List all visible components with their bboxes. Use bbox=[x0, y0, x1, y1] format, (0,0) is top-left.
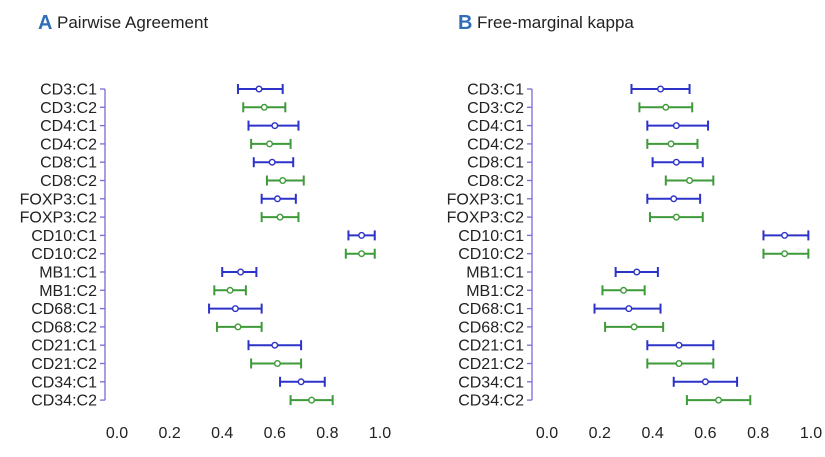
category-label: CD10:C2 bbox=[31, 246, 97, 263]
category-label: CD4:C2 bbox=[467, 136, 524, 153]
category-label: CD10:C1 bbox=[31, 228, 97, 245]
category-label: CD4:C1 bbox=[40, 118, 97, 135]
panel-a-title: Pairwise Agreement bbox=[57, 13, 208, 32]
point-estimate bbox=[276, 213, 284, 221]
x-tick-label: 0.6 bbox=[264, 425, 286, 442]
point-estimate bbox=[715, 396, 723, 404]
x-tick-label: 1.0 bbox=[369, 425, 391, 442]
point-estimate bbox=[672, 158, 680, 166]
category-label: CD4:C1 bbox=[467, 118, 524, 135]
point-estimate bbox=[670, 195, 678, 203]
category-label: CD68:C1 bbox=[458, 301, 524, 318]
x-tick-label: 0.4 bbox=[641, 425, 663, 442]
category-label: FOXP3:C2 bbox=[20, 210, 97, 227]
panel-b-title: Free-marginal kappa bbox=[477, 13, 634, 32]
category-label: CD34:C2 bbox=[31, 393, 97, 410]
point-estimate bbox=[701, 378, 709, 386]
x-tick-label: 0.0 bbox=[536, 425, 558, 442]
point-estimate bbox=[255, 85, 263, 93]
x-tick-label: 0.8 bbox=[747, 425, 769, 442]
point-estimate bbox=[279, 176, 287, 184]
point-estimate bbox=[234, 323, 242, 331]
category-label: CD3:C1 bbox=[467, 82, 524, 99]
point-estimate bbox=[630, 323, 638, 331]
point-estimate bbox=[260, 103, 268, 111]
x-tick-label: 0.6 bbox=[694, 425, 716, 442]
x-tick-label: 0.4 bbox=[211, 425, 233, 442]
category-label: CD21:C2 bbox=[458, 356, 524, 373]
category-label: CD3:C2 bbox=[467, 100, 524, 117]
category-label: FOXP3:C1 bbox=[20, 191, 97, 208]
category-label: CD3:C2 bbox=[40, 100, 97, 117]
point-estimate bbox=[625, 305, 633, 313]
point-estimate bbox=[675, 360, 683, 368]
panel-a-letter: A bbox=[38, 12, 52, 34]
category-label: CD21:C2 bbox=[31, 356, 97, 373]
category-label: CD8:C2 bbox=[467, 173, 524, 190]
point-estimate bbox=[667, 140, 675, 148]
category-label: CD10:C1 bbox=[458, 228, 524, 245]
point-estimate bbox=[308, 396, 316, 404]
x-tick-label: 0.0 bbox=[106, 425, 128, 442]
point-estimate bbox=[672, 122, 680, 130]
point-estimate bbox=[633, 268, 641, 276]
point-estimate bbox=[675, 341, 683, 349]
point-estimate bbox=[672, 213, 680, 221]
category-label: CD68:C2 bbox=[31, 319, 97, 336]
point-estimate bbox=[358, 231, 366, 239]
panel-a-plot-area: CD3:C1CD3:C2CD4:C1CD4:C2CD8:C1CD8:C2FOXP… bbox=[20, 82, 392, 443]
category-label: MB1:C1 bbox=[39, 265, 97, 282]
point-estimate bbox=[231, 305, 239, 313]
point-estimate bbox=[297, 378, 305, 386]
category-label: MB1:C2 bbox=[466, 283, 524, 300]
category-label: CD21:C1 bbox=[458, 338, 524, 355]
category-label: FOXP3:C2 bbox=[447, 210, 524, 227]
point-estimate bbox=[358, 250, 366, 258]
category-label: CD34:C1 bbox=[458, 374, 524, 391]
x-tick-label: 0.2 bbox=[589, 425, 611, 442]
category-label: CD8:C1 bbox=[40, 155, 97, 172]
category-label: CD68:C2 bbox=[458, 319, 524, 336]
category-label: CD8:C2 bbox=[40, 173, 97, 190]
point-estimate bbox=[662, 103, 670, 111]
x-tick-label: 0.2 bbox=[158, 425, 180, 442]
category-label: CD21:C1 bbox=[31, 338, 97, 355]
panel-b-plot-area: CD3:C1CD3:C2CD4:C1CD4:C2CD8:C1CD8:C2FOXP… bbox=[447, 82, 823, 443]
point-estimate bbox=[237, 268, 245, 276]
point-estimate bbox=[273, 195, 281, 203]
panel-b-letter: B bbox=[458, 12, 472, 34]
x-tick-label: 0.8 bbox=[316, 425, 338, 442]
category-label: MB1:C2 bbox=[39, 283, 97, 300]
point-estimate bbox=[268, 158, 276, 166]
category-label: CD3:C1 bbox=[40, 82, 97, 99]
point-estimate bbox=[271, 122, 279, 130]
point-estimate bbox=[620, 286, 628, 294]
category-label: CD34:C2 bbox=[458, 393, 524, 410]
point-estimate bbox=[781, 231, 789, 239]
category-label: FOXP3:C1 bbox=[447, 191, 524, 208]
point-estimate bbox=[273, 360, 281, 368]
category-label: CD4:C2 bbox=[40, 136, 97, 153]
category-label: MB1:C1 bbox=[466, 265, 524, 282]
point-estimate bbox=[686, 176, 694, 184]
point-estimate bbox=[657, 85, 665, 93]
category-label: CD10:C2 bbox=[458, 246, 524, 263]
panel-b: B Free-marginal kappa CD3:C1CD3:C2CD4:C1… bbox=[447, 12, 823, 442]
category-label: CD34:C1 bbox=[31, 374, 97, 391]
point-estimate bbox=[226, 286, 234, 294]
panel-a: A Pairwise Agreement CD3:C1CD3:C2CD4:C1C… bbox=[20, 12, 392, 442]
point-estimate bbox=[781, 250, 789, 258]
point-estimate bbox=[271, 341, 279, 349]
category-label: CD8:C1 bbox=[467, 155, 524, 172]
point-estimate bbox=[266, 140, 274, 148]
category-label: CD68:C1 bbox=[31, 301, 97, 318]
x-tick-label: 1.0 bbox=[800, 425, 822, 442]
